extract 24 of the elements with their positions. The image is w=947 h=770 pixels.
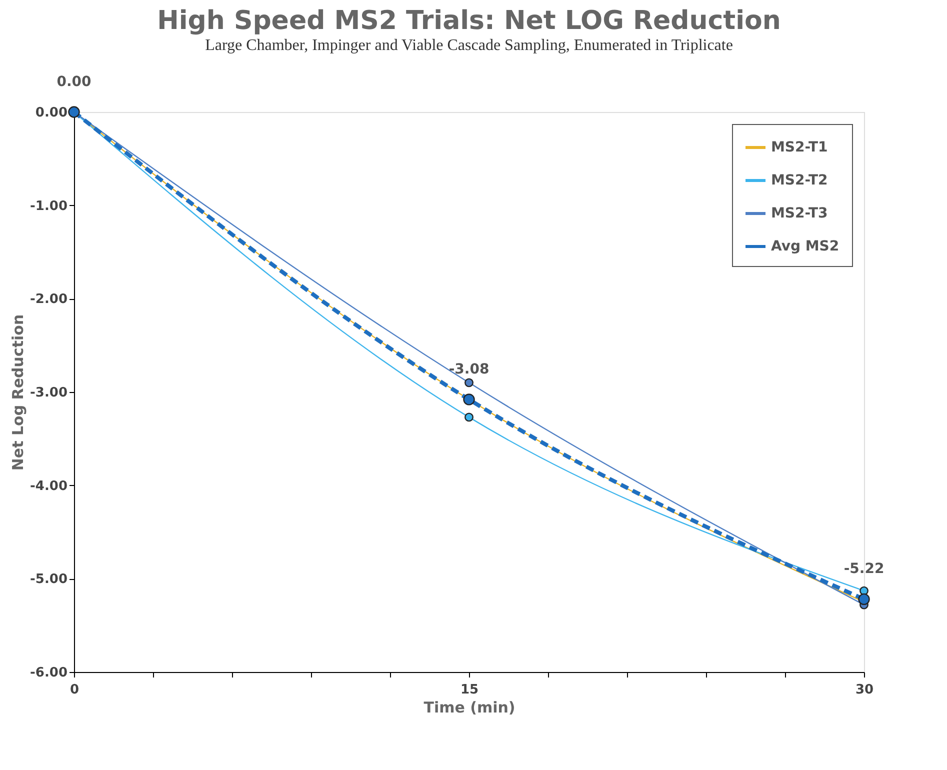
data-label: -5.22 xyxy=(844,561,884,578)
x-tick-label: 0 xyxy=(70,682,80,698)
y-tick-label: -6.00 xyxy=(30,666,68,680)
x-tick-label: 15 xyxy=(460,682,479,698)
y-tick-label: -1.00 xyxy=(30,198,68,214)
data-label: -3.08 xyxy=(448,361,490,378)
y-tick-label: -4.00 xyxy=(30,478,68,494)
legend-label: MS2-T1 xyxy=(771,140,828,156)
chart-title: High Speed MS2 Trials: Net LOG Reduction xyxy=(157,6,781,36)
y-tick-label: -2.00 xyxy=(30,292,68,308)
point xyxy=(464,378,474,388)
x-axis-title: Time (min) xyxy=(424,698,516,716)
legend-label: Avg MS2 xyxy=(771,238,840,254)
chart-subtitle: Large Chamber, Impinger and Viable Cascade Sampling, Enumerated in Triplicate xyxy=(205,37,733,54)
point xyxy=(464,412,474,422)
data-label: 0.00 xyxy=(56,74,92,90)
x-tick-label: 30 xyxy=(855,682,874,698)
y-tick-label: -3.00 xyxy=(30,386,68,400)
point xyxy=(858,593,870,606)
legend-label: MS2-T3 xyxy=(771,206,828,222)
y-tick-label: -5.00 xyxy=(30,572,68,588)
y-tick-label: 0.00 xyxy=(35,106,68,120)
legend-label: MS2-T2 xyxy=(771,172,828,188)
y-axis-title: Net Log Reduction xyxy=(9,314,28,471)
